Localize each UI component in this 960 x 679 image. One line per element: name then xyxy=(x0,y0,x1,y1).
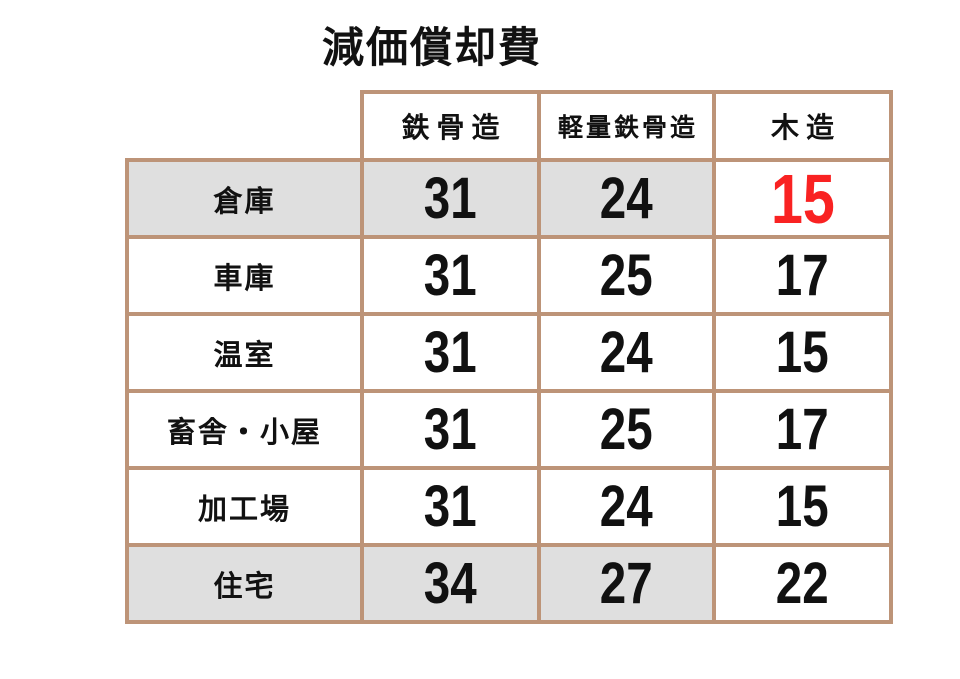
value-cell: 25 xyxy=(537,235,716,316)
row-label-livestock-shed: 畜舎・小屋 xyxy=(125,389,364,470)
value-cell: 31 xyxy=(360,158,541,239)
value-text: 17 xyxy=(776,242,829,308)
value-text: 31 xyxy=(424,165,477,231)
value-text: 24 xyxy=(600,473,653,539)
table-row-livestock-shed: 畜舎・小屋 31 25 17 xyxy=(125,389,893,470)
value-cell: 24 xyxy=(537,466,716,547)
value-cell: 25 xyxy=(537,389,716,470)
value-text: 31 xyxy=(424,473,477,539)
value-cell: 17 xyxy=(712,389,893,470)
value-cell: 27 xyxy=(537,543,716,624)
table-row-garage: 車庫 31 25 17 xyxy=(125,235,893,316)
value-text: 24 xyxy=(600,165,653,231)
page-title: 減価償却費 xyxy=(322,24,543,71)
row-label-garage: 車庫 xyxy=(125,235,364,316)
value-text: 24 xyxy=(600,319,653,385)
value-cell: 34 xyxy=(360,543,541,624)
row-label-greenhouse: 温室 xyxy=(125,312,364,393)
value-text: 15 xyxy=(776,473,829,539)
value-text: 31 xyxy=(424,319,477,385)
row-label-warehouse: 倉庫 xyxy=(125,158,364,239)
value-text: 34 xyxy=(424,550,477,616)
column-header-steel-frame: 鉄骨造 xyxy=(360,90,541,162)
value-cell: 31 xyxy=(360,466,541,547)
column-header-wood: 木造 xyxy=(712,90,893,162)
value-text: 17 xyxy=(776,396,829,462)
row-label-residence: 住宅 xyxy=(125,543,364,624)
value-text: 31 xyxy=(424,396,477,462)
value-cell: 31 xyxy=(360,235,541,316)
value-cell: 24 xyxy=(537,158,716,239)
value-cell: 17 xyxy=(712,235,893,316)
table-row-warehouse: 倉庫 31 24 15 xyxy=(125,158,893,239)
column-header-light-steel-frame: 軽量鉄骨造 xyxy=(537,90,716,162)
value-cell: 22 xyxy=(712,543,893,624)
table-row-greenhouse: 温室 31 24 15 xyxy=(125,312,893,393)
depreciation-table: 鉄骨造 軽量鉄骨造 木造 倉庫 31 24 15 車庫 31 25 17 温室 … xyxy=(125,90,893,624)
value-cell: 31 xyxy=(360,312,541,393)
value-cell: 24 xyxy=(537,312,716,393)
value-text: 22 xyxy=(776,550,829,616)
value-text: 27 xyxy=(600,550,653,616)
value-cell: 31 xyxy=(360,389,541,470)
value-cell: 15 xyxy=(712,466,893,547)
header-row: 鉄骨造 軽量鉄骨造 木造 xyxy=(127,90,893,162)
row-label-processing-plant: 加工場 xyxy=(125,466,364,547)
corner-cell xyxy=(127,92,362,160)
value-text: 25 xyxy=(600,396,653,462)
value-text: 31 xyxy=(424,242,477,308)
value-text: 15 xyxy=(776,319,829,385)
highlighted-value-cell: 15 xyxy=(712,158,893,239)
table-row-processing-plant: 加工場 31 24 15 xyxy=(125,466,893,547)
value-text: 25 xyxy=(600,242,653,308)
highlighted-value-text: 15 xyxy=(770,159,835,238)
value-cell: 15 xyxy=(712,312,893,393)
table-row-residence: 住宅 34 27 22 xyxy=(125,543,893,624)
